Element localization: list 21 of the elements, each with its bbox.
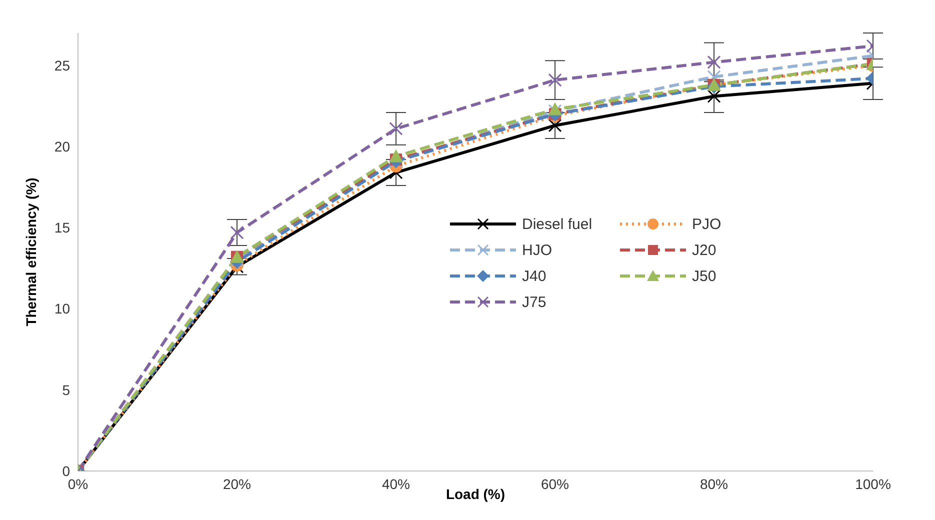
x-tick-label: 20% bbox=[222, 476, 252, 492]
y-tick-label: 0 bbox=[62, 462, 70, 479]
x-tick-label: 80% bbox=[700, 476, 728, 492]
x-tick-label: 100% bbox=[855, 476, 891, 492]
y-tick-label: 25 bbox=[54, 57, 70, 74]
legend-label: J40 bbox=[522, 268, 546, 284]
legend-label: HJO bbox=[522, 242, 552, 258]
legend-label: PJO bbox=[692, 216, 722, 232]
x-tick-label: 40% bbox=[382, 476, 410, 492]
x-tick-label: 60% bbox=[540, 476, 570, 492]
y-tick-label: 20 bbox=[54, 138, 70, 155]
legend-label: J75 bbox=[522, 294, 546, 310]
legend-label: J20 bbox=[692, 242, 716, 258]
x-axis-title: Load (%) bbox=[446, 486, 506, 502]
y-tick-label: 5 bbox=[62, 382, 70, 398]
legend-label: J50 bbox=[692, 268, 716, 284]
y-tick-label: 15 bbox=[54, 220, 70, 236]
x-tick-label: 0% bbox=[68, 476, 88, 492]
y-axis-title: Thermal efficiency (%) bbox=[22, 178, 39, 326]
legend-label: Diesel fuel bbox=[522, 216, 592, 232]
y-tick-label: 10 bbox=[54, 300, 70, 317]
